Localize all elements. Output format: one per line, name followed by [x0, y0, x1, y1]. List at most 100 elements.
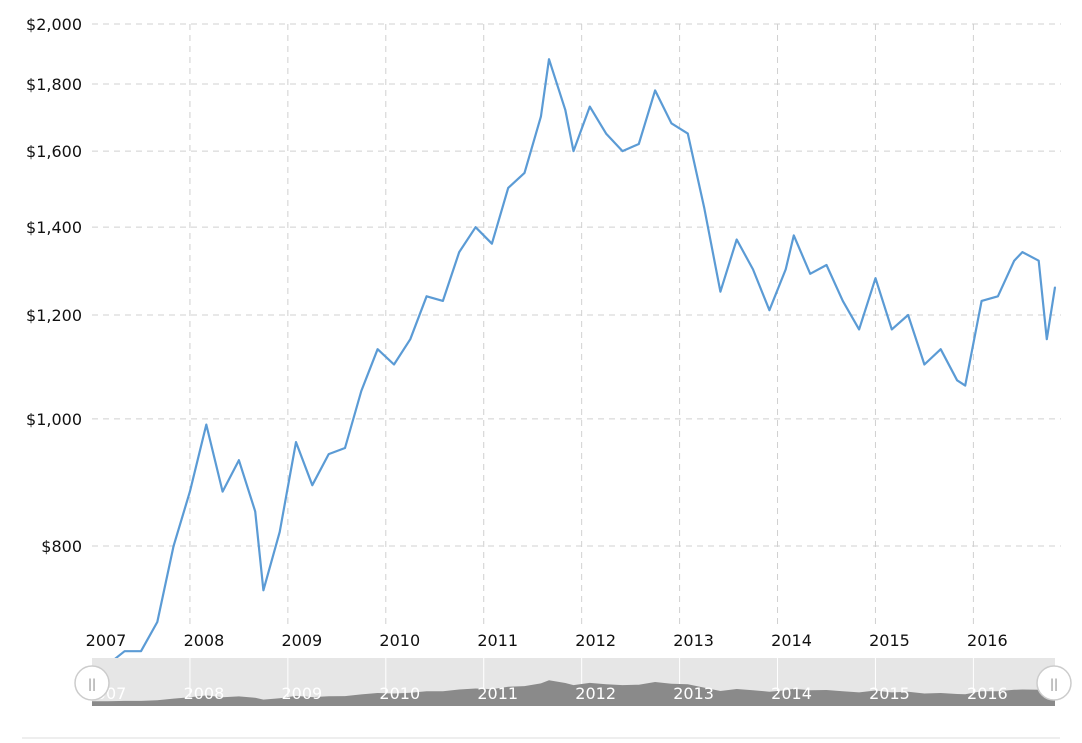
navigator-right-handle[interactable]: ||: [1036, 665, 1072, 701]
price-point: [687, 132, 689, 135]
price-point: [123, 650, 126, 652]
chart-gridlines: [92, 23, 1061, 626]
price-point: [156, 621, 159, 623]
price-point: [442, 300, 444, 302]
price-point: [507, 187, 510, 189]
price-point: [939, 348, 942, 351]
price-point: [221, 490, 224, 493]
price-point: [540, 115, 542, 118]
left-handle-grip-icon: ||: [88, 677, 96, 691]
price-point: [523, 172, 526, 174]
price-point: [638, 143, 640, 145]
price-point: [409, 338, 412, 341]
price-point: [997, 295, 999, 298]
price-point: [784, 268, 787, 271]
x-tick-label: 2010: [379, 631, 420, 650]
x-tick-label: 2008: [184, 631, 225, 650]
y-tick-label: $1,000: [26, 410, 82, 429]
navigator-year-label: 2008: [184, 684, 225, 703]
price-point: [621, 150, 624, 152]
price-point: [874, 277, 877, 280]
price-point: [793, 234, 795, 237]
price-point: [956, 379, 958, 382]
right-handle-knob[interactable]: [1036, 665, 1072, 701]
x-tick-label: 2016: [967, 631, 1008, 650]
price-point: [907, 314, 909, 316]
navigator-year-label: 2012: [575, 684, 616, 703]
price-point: [474, 226, 477, 228]
x-tick-label: 2011: [477, 631, 518, 650]
price-point: [278, 531, 281, 533]
left-handle-knob[interactable]: [74, 665, 110, 701]
price-point: [262, 589, 265, 592]
x-tick-label: 2012: [575, 631, 616, 650]
price-point: [980, 300, 983, 302]
x-tick-label: 2015: [869, 631, 910, 650]
price-point: [189, 490, 191, 493]
price-point: [360, 390, 363, 392]
price-point: [605, 132, 607, 135]
navigator-area: [92, 680, 1055, 706]
price-point: [311, 484, 314, 487]
navigator-year-label: 2010: [379, 684, 420, 703]
price-point: [344, 447, 346, 449]
price-point: [425, 295, 428, 298]
price-point: [1021, 251, 1024, 253]
price-point: [703, 206, 705, 208]
x-tick-label: 2014: [771, 631, 812, 650]
price-point: [735, 238, 738, 241]
price-point: [172, 545, 175, 547]
price-point: [491, 242, 493, 245]
price-point: [140, 650, 142, 652]
price-point: [809, 273, 811, 275]
right-handle-grip-icon: ||: [1050, 677, 1058, 691]
price-point: [458, 251, 461, 253]
price-point: [295, 441, 297, 443]
x-tick-label: 2007: [86, 631, 127, 650]
price-point: [670, 122, 673, 125]
price-line: [91, 58, 1057, 674]
x-tick-label: 2013: [673, 631, 714, 650]
price-point: [1046, 338, 1048, 341]
y-tick-label: $1,600: [26, 142, 82, 161]
price-point: [564, 109, 567, 111]
price-point: [654, 89, 656, 92]
y-axis-tick-labels: $800 $1,000 $1,200 $1,400 $1,600 $1,800 $2,000: [26, 15, 82, 556]
price-point: [254, 510, 256, 513]
price-point: [238, 459, 240, 462]
price-point: [842, 300, 844, 302]
price-point: [393, 363, 395, 366]
x-tick-label: 2009: [282, 631, 323, 650]
price-point: [589, 105, 591, 108]
price-point: [1013, 259, 1015, 262]
price-point: [752, 268, 754, 271]
y-tick-label: $1,800: [26, 75, 82, 94]
price-point: [1037, 259, 1040, 262]
price-point: [548, 58, 550, 60]
price-point: [768, 309, 771, 312]
y-tick-label: $2,000: [26, 15, 82, 34]
price-point: [327, 453, 330, 455]
navigator-year-label: 2009: [282, 684, 323, 703]
navigator-year-label: 2013: [673, 684, 714, 703]
navigator-year-label: 2016: [967, 684, 1008, 703]
navigator-year-label: 2011: [477, 684, 518, 703]
price-point: [825, 264, 828, 266]
y-tick-label: $1,400: [26, 218, 82, 237]
price-point: [891, 328, 893, 331]
price-point: [923, 363, 926, 366]
price-point: [572, 150, 575, 152]
price-point: [376, 348, 379, 351]
price-point: [964, 384, 966, 387]
navigator-left-handle[interactable]: ||: [74, 665, 110, 701]
price-point: [205, 423, 208, 426]
price-point: [858, 328, 860, 331]
y-tick-label: $800: [41, 537, 82, 556]
x-axis-tick-labels: 2007 2008 2009 2010 2011 2012 2013 2014 2015 2016: [86, 631, 1008, 650]
price-point: [1054, 286, 1056, 289]
price-point: [719, 290, 722, 293]
navigator-year-label: 2015: [869, 684, 910, 703]
y-tick-label: $1,200: [26, 306, 82, 325]
